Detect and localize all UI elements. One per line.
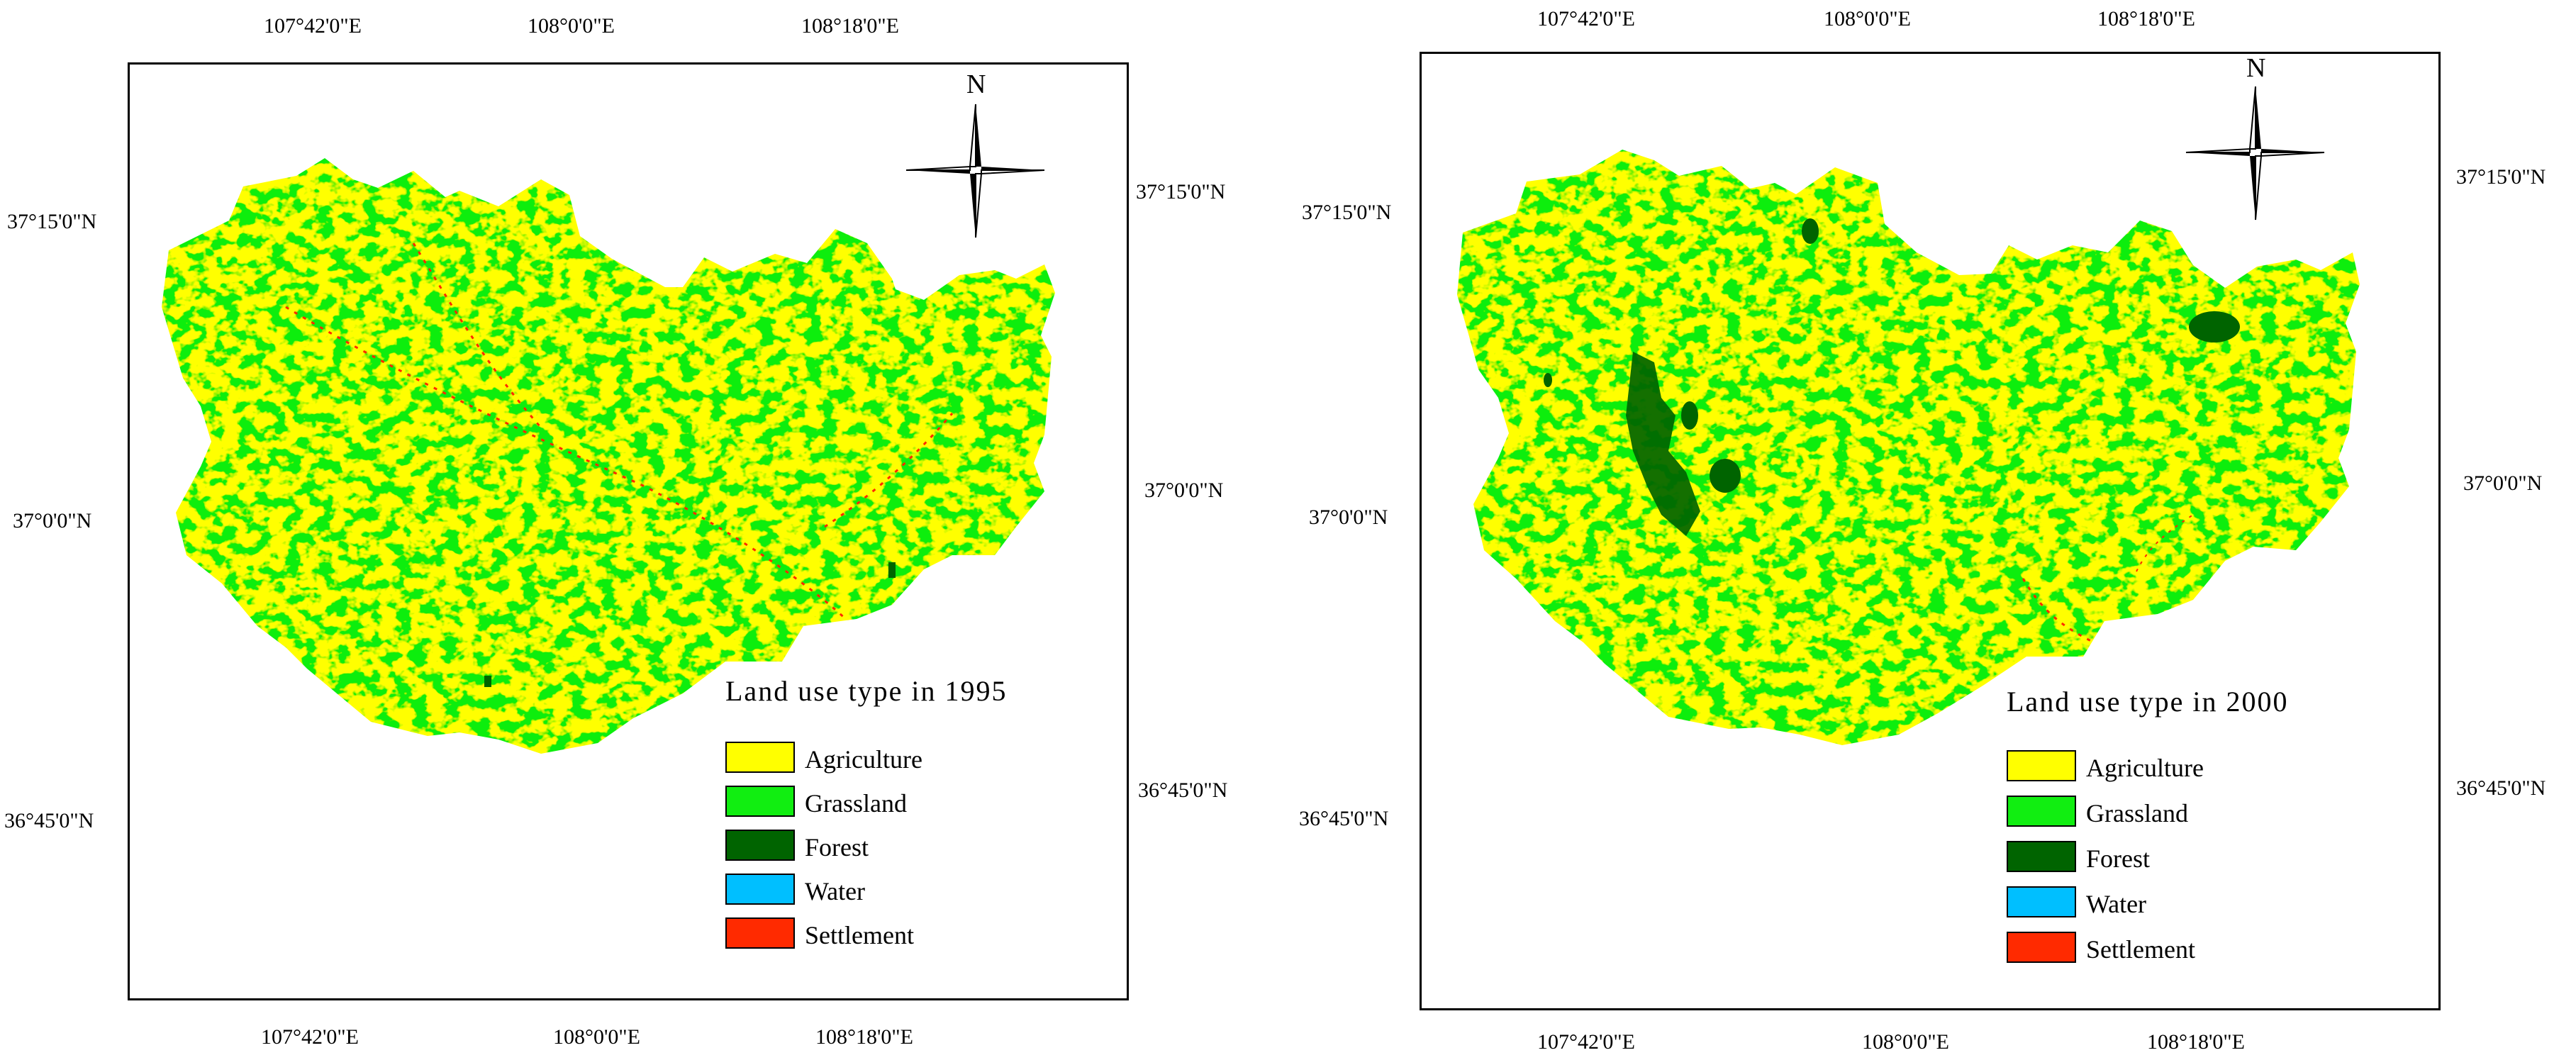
blue-swatch-icon [725,874,795,905]
legend-label: Grassland [2086,799,2188,827]
legend-title: Land use type in 1995 [725,675,1008,707]
lon-bottom-label: 108°0'0"E [1862,1030,1949,1054]
dark-green-swatch-icon [2007,841,2076,872]
legend-label: Settlement [2086,935,2195,964]
green-swatch-icon [2007,796,2076,827]
lat-right-label: 36°45'0"N [2456,776,2546,800]
blue-swatch-icon [2007,886,2076,917]
map-frame: N Land use type in 1995 Agriculture G [128,62,1129,1000]
lat-left-label: 37°0'0"N [13,509,92,532]
lon-bottom-label: 107°42'0"E [1537,1030,1635,1054]
lat-left-label: 36°45'0"N [1299,807,1389,830]
lon-top-label: 107°42'0"E [264,14,362,38]
lat-right-label: 37°15'0"N [2456,165,2546,189]
lon-top-label: 107°42'0"E [1537,7,1635,30]
map-panel-2000: 107°42'0"E 108°0'0"E 108°18'0"E 37°15'0"… [1288,0,2576,1060]
green-swatch-icon [725,786,795,817]
north-arrow: N [899,67,1055,252]
legend-label: Water [2086,890,2147,918]
lon-top-label: 108°18'0"E [801,14,899,38]
legend-label: Grassland [805,789,907,818]
map-panel-1995: 107°42'0"E 108°0'0"E 108°18'0"E 37°15'0"… [4,14,1228,1049]
lon-bottom-label: 107°42'0"E [261,1025,359,1049]
yellow-swatch-icon [2007,750,2076,781]
red-swatch-icon [725,917,795,949]
north-label: N [966,69,986,99]
lon-bottom-label: 108°18'0"E [2147,1030,2245,1054]
lon-bottom-label: 108°0'0"E [553,1025,640,1049]
lat-left-label: 36°45'0"N [4,809,94,832]
legend-title: Land use type in 2000 [2007,686,2289,718]
land-use-raster-1995 [162,158,1055,754]
lon-top-label: 108°0'0"E [1824,7,1911,30]
north-label: N [2246,53,2266,83]
lat-right-label: 37°0'0"N [1144,479,1224,502]
red-swatch-icon [2007,932,2076,963]
legend: Land use type in 1995 Agriculture Grassl… [725,674,1108,993]
lat-left-label: 37°0'0"N [1309,506,1388,529]
north-arrow: N [2179,50,2335,234]
lat-right-label: 36°45'0"N [1138,779,1228,802]
legend-label: Water [805,877,866,905]
lat-left-label: 37°15'0"N [7,210,97,233]
land-use-raster-2000 [1457,150,2360,745]
legend-label: Forest [2086,844,2150,873]
legend-label: Forest [805,833,869,861]
legend-label: Settlement [805,921,914,949]
lat-right-label: 37°0'0"N [2463,472,2543,495]
legend-label: Agriculture [2086,754,2204,782]
yellow-swatch-icon [725,742,795,773]
lat-right-label: 37°15'0"N [1136,180,1226,203]
compass-icon [2185,86,2325,221]
compass-icon [905,104,1045,238]
map-frame: N Land use type in 2000 Agriculture Gras… [1420,52,2441,1010]
legend: Land use type in 2000 Agriculture Grassl… [2007,685,2404,1011]
lon-top-label: 108°0'0"E [528,14,615,38]
lon-bottom-label: 108°18'0"E [815,1025,913,1049]
lat-left-label: 37°15'0"N [1302,201,1392,224]
lon-top-label: 108°18'0"E [2097,7,2195,30]
legend-label: Agriculture [805,745,922,774]
dark-green-swatch-icon [725,830,795,861]
